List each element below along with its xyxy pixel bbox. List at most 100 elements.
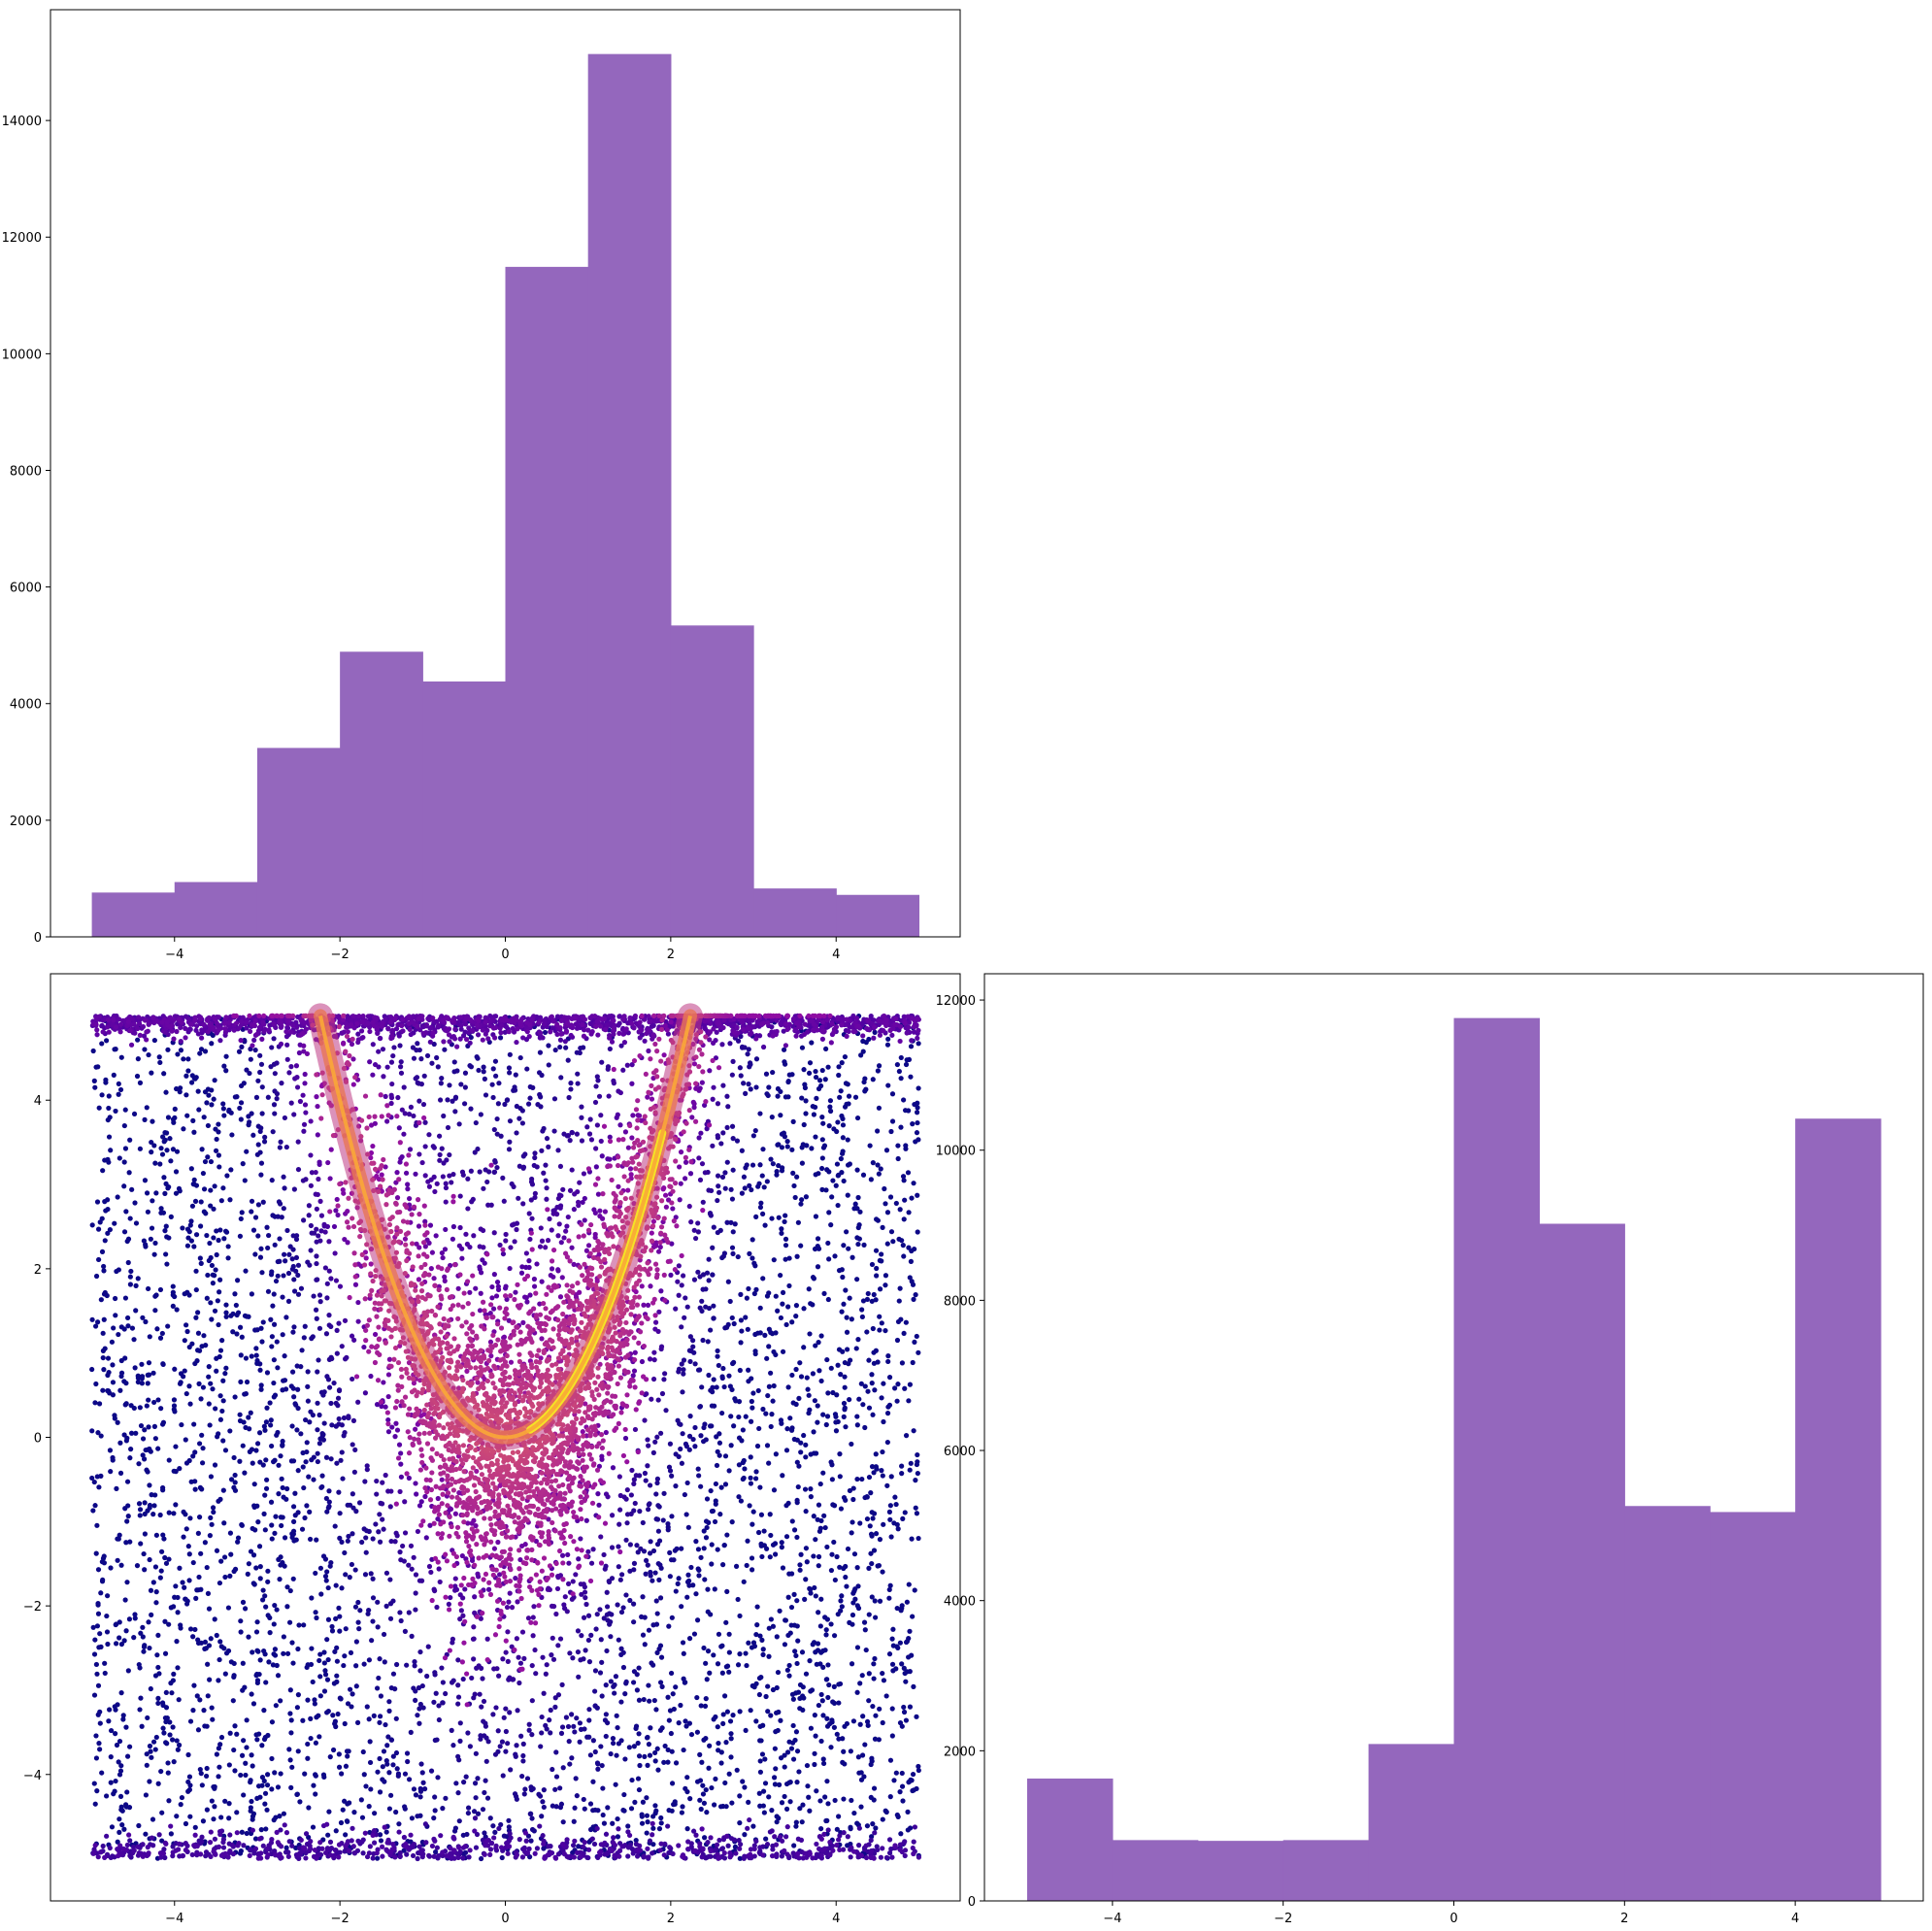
scatter-point	[710, 1272, 716, 1278]
scatter-point	[800, 1802, 806, 1808]
scatter-point	[811, 1553, 816, 1559]
scatter-point	[249, 1752, 254, 1758]
scatter-point	[612, 1690, 617, 1696]
scatter-point	[531, 1604, 537, 1610]
scatter-point	[189, 1851, 195, 1858]
scatter-point	[159, 1330, 165, 1337]
scatter-point	[768, 1423, 774, 1430]
scatter-point	[632, 1799, 638, 1805]
scatter-point	[286, 1839, 292, 1845]
scatter-point	[684, 1594, 690, 1600]
scatter-point	[249, 1198, 255, 1204]
scatter-point	[759, 1173, 765, 1179]
scatter-point	[102, 1660, 108, 1666]
scatter-point	[497, 1744, 503, 1749]
scatter-point	[257, 1367, 263, 1373]
scatter-point	[480, 1676, 485, 1681]
scatter-point	[822, 1524, 828, 1531]
scatter-point	[308, 1222, 314, 1229]
scatter-point	[729, 1072, 735, 1078]
scatter-point	[825, 1064, 831, 1070]
scatter-point	[211, 1096, 217, 1102]
scatter-point	[325, 1616, 332, 1622]
scatter-point	[844, 1229, 849, 1235]
scatter-point	[820, 1145, 827, 1150]
scatter-point	[91, 1781, 97, 1786]
scatter-point	[116, 1331, 121, 1338]
scatter-point	[377, 1539, 383, 1545]
scatter-point	[721, 1383, 727, 1390]
scatter-point	[557, 1037, 564, 1043]
scatter-point	[198, 1771, 204, 1777]
scatter-point	[514, 1226, 519, 1233]
scatter-point	[137, 1707, 143, 1713]
scatter-point	[306, 1213, 312, 1218]
scatter-point	[730, 1058, 736, 1064]
scatter-point	[665, 1759, 671, 1765]
scatter-point	[883, 1273, 889, 1279]
scatter-point	[786, 1571, 792, 1577]
scatter-point	[541, 1690, 547, 1696]
scatter-point	[895, 1318, 902, 1325]
scatter-point	[136, 1461, 142, 1467]
scatter-point	[362, 1390, 369, 1396]
scatter-point	[861, 1619, 868, 1625]
scatter-point	[284, 1056, 290, 1062]
scatter-point	[372, 1811, 378, 1816]
scatter-point	[663, 1408, 669, 1414]
scatter-point	[681, 1650, 686, 1656]
scatter-point	[864, 1515, 871, 1522]
scatter-point	[233, 1302, 239, 1309]
scatter-point	[823, 1627, 829, 1633]
scatter-point	[840, 1274, 846, 1281]
scatter-point	[100, 1354, 106, 1361]
scatter-point	[595, 1766, 601, 1772]
scatter-point	[205, 1590, 212, 1596]
scatter-point	[217, 1496, 223, 1502]
scatter-point	[500, 1656, 506, 1662]
scatter-point	[737, 1613, 743, 1619]
scatter-point	[124, 1479, 131, 1484]
scatter-point	[269, 1344, 275, 1349]
scatter-point	[753, 1718, 759, 1724]
scatter-point	[899, 1360, 906, 1366]
scatter-point	[393, 1809, 399, 1815]
scatter-point	[182, 1584, 187, 1590]
scatter-point	[827, 1098, 834, 1104]
scatter-point	[238, 1116, 244, 1122]
scatter-point	[858, 1804, 864, 1810]
scatter-point	[797, 1562, 803, 1568]
scatter-point	[159, 1810, 165, 1815]
scatter-point	[788, 1604, 795, 1611]
scatter-point	[873, 1297, 879, 1303]
scatter-point	[703, 1518, 710, 1524]
scatter-point	[905, 1827, 911, 1833]
scatter-point	[538, 1744, 544, 1749]
scatter-point	[654, 1649, 660, 1655]
scatter-point	[175, 1594, 181, 1601]
scatter-point	[724, 1124, 730, 1131]
scatter-point	[610, 1820, 616, 1826]
scatter-point	[726, 1771, 732, 1777]
scatter-point	[901, 1330, 907, 1337]
scatter-point	[529, 1732, 535, 1738]
scatter-point	[540, 1833, 546, 1839]
scatter-point	[630, 1680, 637, 1685]
scatter-point	[775, 1093, 781, 1099]
scatter-point	[99, 1248, 106, 1254]
scatter-point	[679, 1324, 684, 1330]
scatter-point	[550, 1803, 555, 1809]
scatter-point	[196, 1515, 203, 1520]
scatter-point	[901, 1704, 907, 1711]
scatter-point	[305, 1383, 311, 1389]
scatter-point	[818, 1738, 824, 1745]
scatter-point	[252, 1527, 258, 1533]
scatter-point	[246, 1314, 251, 1319]
scatter-point	[680, 1640, 686, 1646]
scatter-point	[872, 1029, 878, 1035]
scatter-point	[255, 1648, 261, 1654]
scatter-point	[603, 1682, 609, 1688]
scatter-point	[162, 1618, 168, 1624]
scatter-point	[259, 1270, 265, 1276]
scatter-point	[152, 1564, 159, 1570]
